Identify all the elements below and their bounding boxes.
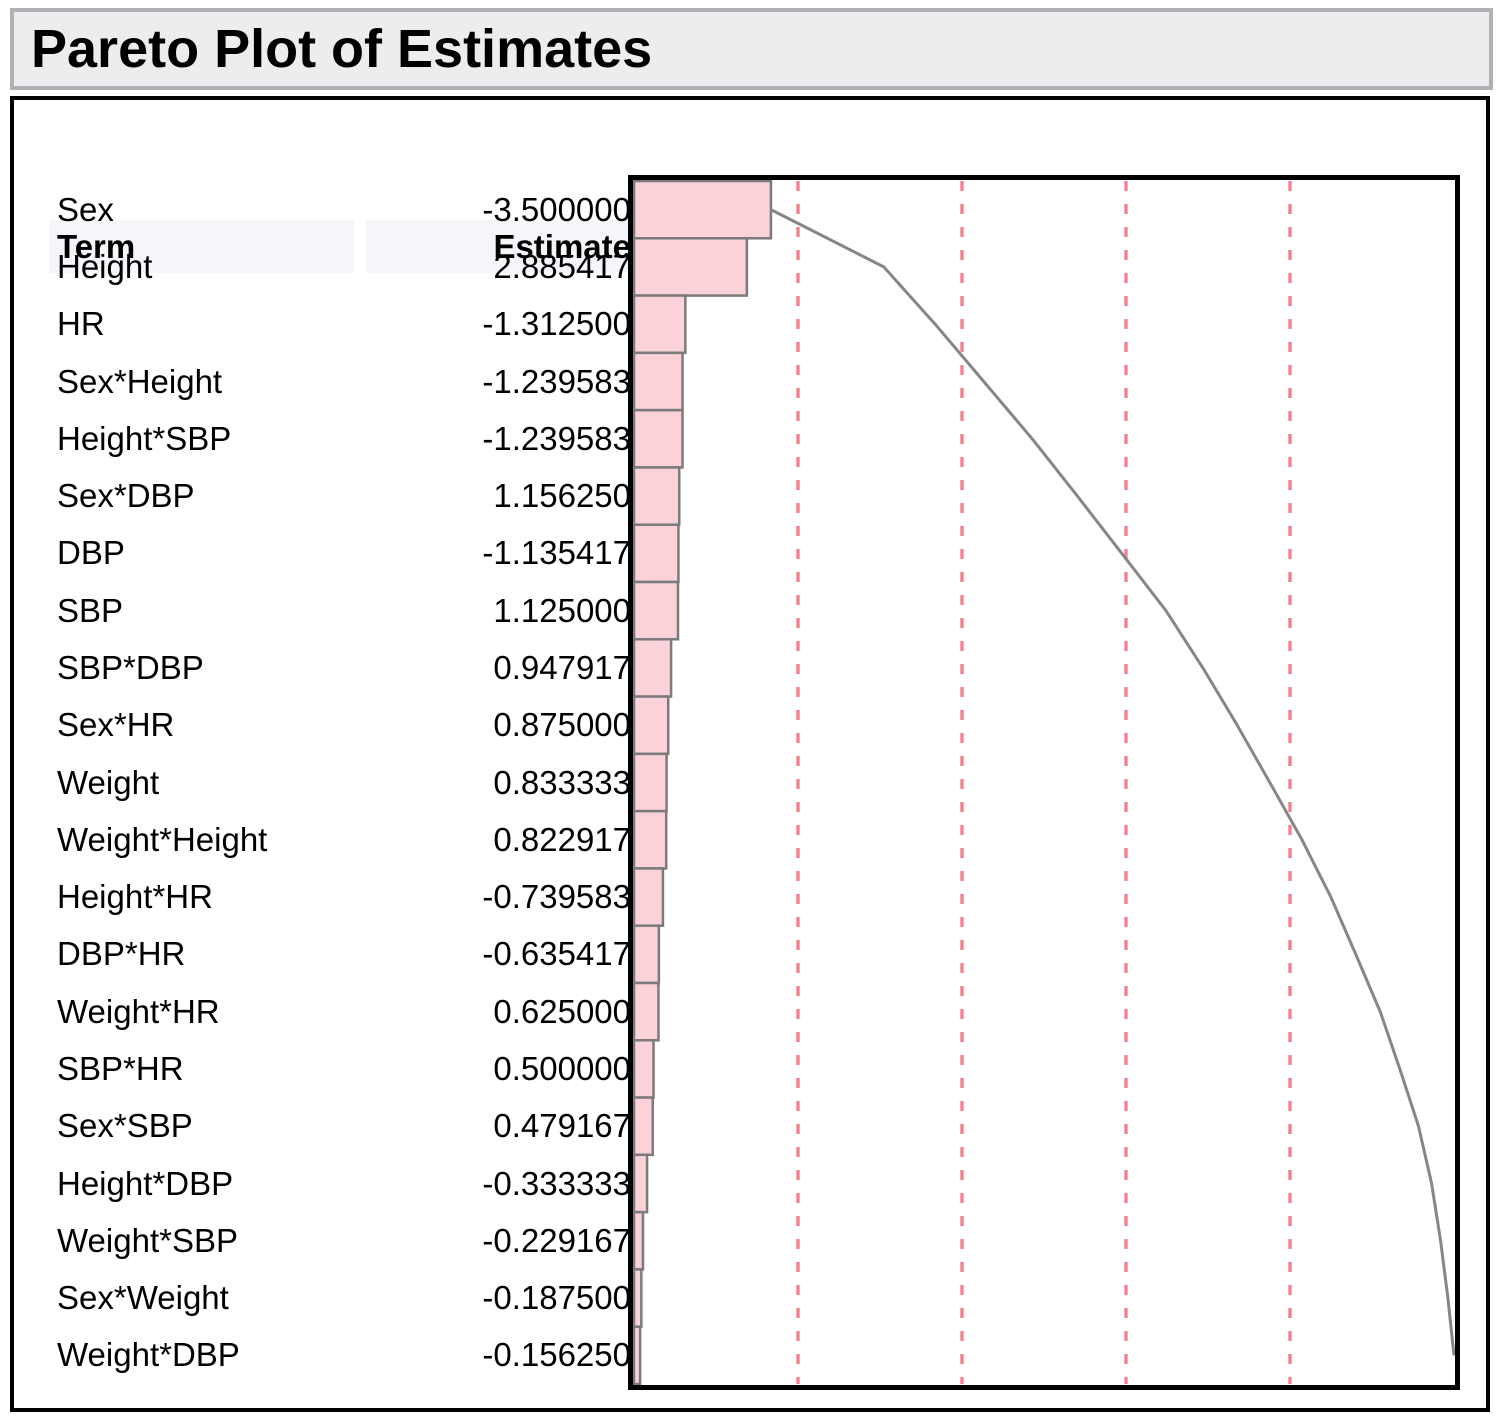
term-cell: Height*DBP xyxy=(57,1164,234,1202)
pareto-bar[interactable] xyxy=(632,638,673,698)
estimate-cell: -1.135417 xyxy=(482,534,631,572)
estimate-column-header: Estimate xyxy=(493,228,631,265)
estimate-cell: 1.125000 xyxy=(493,591,631,629)
pareto-bar[interactable] xyxy=(632,695,670,756)
estimate-cell: -1.312500 xyxy=(482,305,631,343)
term-cell: SBP*HR xyxy=(57,1049,184,1087)
term-cell: SBP*DBP xyxy=(57,648,204,686)
term-cell: DBP xyxy=(57,534,125,572)
term-cell: Height*SBP xyxy=(57,419,232,457)
page-title: Pareto Plot of Estimates xyxy=(31,19,653,79)
estimate-cell: -0.187500 xyxy=(482,1279,631,1317)
term-column-header: Term xyxy=(57,228,136,265)
estimate-cell: -0.229167 xyxy=(482,1221,631,1259)
term-cell: Weight*HR xyxy=(57,992,220,1030)
pareto-bar[interactable] xyxy=(632,1268,643,1328)
term-cell: Weight*DBP xyxy=(57,1336,240,1374)
estimate-column-header-bg xyxy=(366,220,639,273)
estimate-cell: -1.239583 xyxy=(482,362,631,400)
pareto-bar[interactable] xyxy=(632,408,684,469)
term-cell: Weight xyxy=(57,763,160,801)
term-cell: SBP xyxy=(57,591,124,629)
pareto-bar[interactable] xyxy=(632,867,665,927)
term-cell: Sex*DBP xyxy=(57,477,195,515)
term-cell: Sex*HR xyxy=(57,706,175,744)
estimate-cell: 1.156250 xyxy=(493,477,631,515)
estimate-cell: 0.833333 xyxy=(493,763,631,801)
report-panel: Term Estimate Sex -3.500000 Height 2.885417… xyxy=(10,96,1490,1412)
pareto-bar[interactable] xyxy=(632,809,668,870)
pareto-bar[interactable] xyxy=(632,1039,655,1099)
pareto-bar[interactable] xyxy=(632,1153,649,1214)
estimate-cell: -0.156250 xyxy=(482,1336,631,1374)
term-cell: DBP*HR xyxy=(57,935,186,973)
term-cell: Weight*Height xyxy=(57,820,268,858)
pareto-bar[interactable] xyxy=(632,237,749,297)
pareto-bar[interactable] xyxy=(632,523,680,584)
estimate-cell: -0.739583 xyxy=(482,878,631,916)
pareto-bar[interactable] xyxy=(632,580,680,641)
estimate-cell: -0.333333 xyxy=(482,1164,631,1202)
cumulative-line xyxy=(770,208,1456,1356)
estimate-cell: 0.625000 xyxy=(493,992,631,1030)
pareto-bar[interactable] xyxy=(632,351,684,412)
term-cell: Weight*SBP xyxy=(57,1221,238,1259)
term-cell: Sex*Weight xyxy=(57,1279,229,1317)
estimate-cell: 0.875000 xyxy=(493,706,631,744)
term-cell: Height*HR xyxy=(57,878,213,916)
outline-title-bar[interactable]: Pareto Plot of Estimates xyxy=(10,8,1493,90)
term-cell: Sex*SBP xyxy=(57,1107,193,1145)
term-cell: Sex*Height xyxy=(57,362,223,400)
estimate-cell: 0.500000 xyxy=(493,1049,631,1087)
pareto-bar[interactable] xyxy=(632,752,668,813)
pareto-bar[interactable] xyxy=(632,294,687,355)
pareto-bar[interactable] xyxy=(632,1210,645,1271)
pareto-bar[interactable] xyxy=(632,466,681,526)
plot-frame xyxy=(628,175,1460,1390)
estimate-cell: 2.885417 xyxy=(493,247,631,285)
term-cell: Sex xyxy=(57,190,114,228)
pareto-bar[interactable] xyxy=(632,1096,654,1157)
estimate-cell: -0.635417 xyxy=(482,935,631,973)
pareto-bar[interactable] xyxy=(632,981,660,1042)
estimate-cell: -1.239583 xyxy=(482,419,631,457)
term-cell: HR xyxy=(57,305,105,343)
term-column-header-bg xyxy=(49,220,354,273)
pareto-bar[interactable] xyxy=(632,179,773,240)
estimate-cell: 0.822917 xyxy=(493,820,631,858)
estimate-cell: -3.500000 xyxy=(482,190,631,228)
estimate-cell: 0.479167 xyxy=(493,1107,631,1145)
term-cell: Height xyxy=(57,247,153,285)
pareto-bar[interactable] xyxy=(632,924,661,985)
estimate-cell: 0.947917 xyxy=(493,648,631,686)
pareto-bar[interactable] xyxy=(632,1325,642,1386)
pareto-plot xyxy=(628,175,1460,1390)
